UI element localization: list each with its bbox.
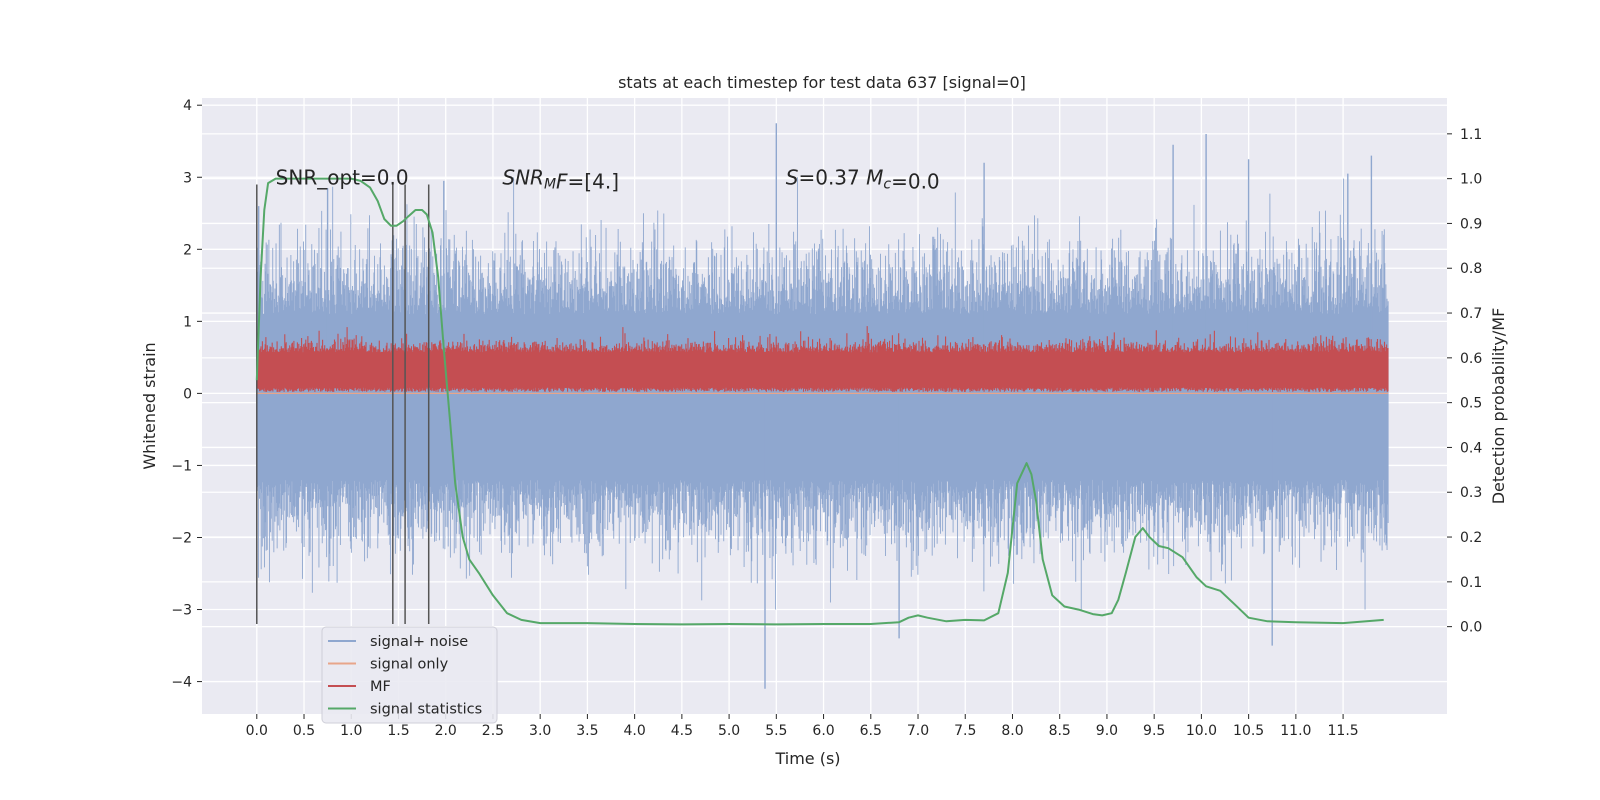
x-tick-label-1: 0.5 bbox=[293, 723, 315, 739]
y2-axis-ticks: 0.0 0.1 0.2 0.3 0.4 0.5 0.6 0.7 0.8 0.9 1.0 1.1 bbox=[1447, 127, 1482, 636]
x-tick-label-23: 11.5 bbox=[1328, 723, 1359, 739]
annotation-1: SNRMF=[4.] bbox=[502, 165, 619, 193]
y2-tick-label-5: 0.5 bbox=[1460, 396, 1482, 412]
x-tick-label-20: 10.0 bbox=[1186, 723, 1217, 739]
y2-tick-label-6: 0.6 bbox=[1460, 351, 1482, 367]
chart-title: stats at each timestep for test data 637… bbox=[618, 73, 1026, 92]
y2-tick-label-4: 0.4 bbox=[1460, 440, 1482, 456]
x-tick-label-6: 3.0 bbox=[529, 723, 551, 739]
x-tick-label-2: 1.0 bbox=[340, 723, 362, 739]
y-tick-label-8: 4 bbox=[183, 98, 192, 114]
legend-label-2: MF bbox=[370, 679, 391, 695]
x-axis-label: Time (s) bbox=[774, 749, 840, 768]
y2-tick-label-10: 1.0 bbox=[1460, 172, 1482, 188]
x-tick-label-15: 7.5 bbox=[954, 723, 976, 739]
y2-tick-label-0: 0.0 bbox=[1460, 620, 1482, 636]
y-tick-label-7: 3 bbox=[183, 170, 192, 186]
x-tick-label-10: 5.0 bbox=[718, 723, 740, 739]
x-tick-label-19: 9.5 bbox=[1143, 723, 1165, 739]
x-tick-label-7: 3.5 bbox=[576, 723, 598, 739]
x-tick-label-3: 1.5 bbox=[387, 723, 409, 739]
x-tick-label-8: 4.0 bbox=[623, 723, 645, 739]
x-tick-label-14: 7.0 bbox=[907, 723, 929, 739]
y2-tick-label-9: 0.9 bbox=[1460, 216, 1482, 232]
y-tick-label-3: −1 bbox=[171, 458, 192, 474]
y-tick-label-6: 2 bbox=[183, 242, 192, 258]
x-tick-label-13: 6.5 bbox=[860, 723, 882, 739]
series-signal-statistics bbox=[255, 177, 1384, 626]
x-tick-label-17: 8.5 bbox=[1049, 723, 1071, 739]
y-axis-label: Whitened strain bbox=[140, 342, 159, 469]
y-tick-label-4: 0 bbox=[183, 386, 192, 402]
y-tick-label-1: −3 bbox=[171, 603, 192, 619]
legend-label-3: signal statistics bbox=[370, 702, 482, 718]
y2-tick-label-2: 0.2 bbox=[1460, 530, 1482, 546]
y2-tick-label-3: 0.3 bbox=[1460, 485, 1482, 501]
x-tick-label-22: 11.0 bbox=[1280, 723, 1311, 739]
x-tick-label-21: 10.5 bbox=[1233, 723, 1264, 739]
legend-box bbox=[321, 626, 498, 724]
y-axis-ticks: −4 −3 −2 −1 0 1 2 3 4 bbox=[171, 98, 202, 691]
signal-statistics-line bbox=[255, 177, 1384, 626]
annotations: SNR_opt=0.0 SNRMF=[4.] S=0.37 Mc=0.0 bbox=[276, 165, 940, 193]
x-tick-label-5: 2.5 bbox=[482, 723, 504, 739]
y2-tick-label-1: 0.1 bbox=[1460, 575, 1482, 591]
x-tick-label-4: 2.0 bbox=[435, 723, 457, 739]
legend-label-1: signal only bbox=[370, 657, 449, 673]
x-axis-ticks: 0.0 0.5 1.0 1.5 2.0 2.5 3.0 3.5 4.0 4.5 5.0 5.5 6.0 6… bbox=[246, 714, 1359, 739]
x-tick-label-12: 6.0 bbox=[812, 723, 834, 739]
y2-tick-label-11: 1.1 bbox=[1460, 127, 1482, 143]
legend: signal+ noise signal only MF signal statist… bbox=[321, 626, 498, 724]
x-tick-label-0: 0.0 bbox=[246, 723, 268, 739]
y-tick-label-2: −2 bbox=[171, 530, 192, 546]
legend-label-0: signal+ noise bbox=[370, 634, 468, 650]
x-tick-label-18: 9.0 bbox=[1096, 723, 1118, 739]
vertical-lines bbox=[256, 184, 430, 624]
x-tick-label-11: 5.5 bbox=[765, 723, 787, 739]
x-tick-label-16: 8.0 bbox=[1001, 723, 1023, 739]
annotation-2: S=0.37 Mc=0.0 bbox=[786, 165, 940, 193]
y2-axis-label: Detection probability/MF bbox=[1489, 308, 1508, 505]
annotation-0: SNR_opt=0.0 bbox=[276, 165, 409, 189]
x-tick-label-9: 4.5 bbox=[671, 723, 693, 739]
y2-tick-label-8: 0.8 bbox=[1460, 261, 1482, 277]
y-tick-label-0: −4 bbox=[171, 675, 192, 691]
y2-tick-label-7: 0.7 bbox=[1460, 306, 1482, 322]
y-tick-label-5: 1 bbox=[183, 314, 192, 330]
